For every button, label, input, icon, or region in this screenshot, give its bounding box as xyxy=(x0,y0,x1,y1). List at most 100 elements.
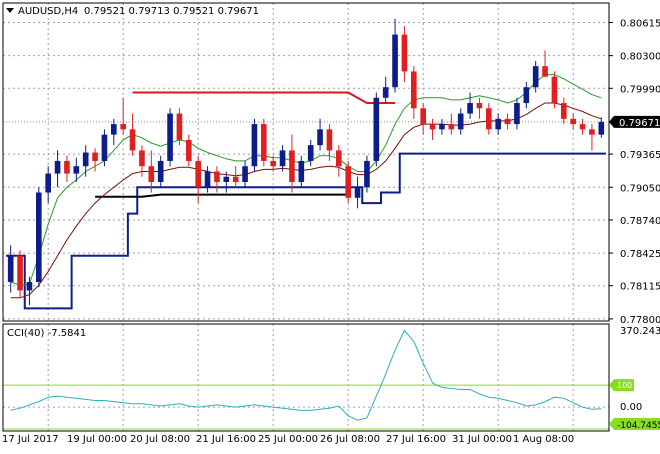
price-tick-label: 0.80615 xyxy=(620,18,660,29)
candle-body xyxy=(36,192,42,283)
candle-body xyxy=(298,160,305,183)
candle xyxy=(457,108,464,135)
candle-body xyxy=(382,87,389,98)
candle xyxy=(214,166,220,193)
candle xyxy=(373,92,380,167)
candle xyxy=(157,155,164,188)
time-label: 26 Jul 08:00 xyxy=(320,434,380,445)
candle-body xyxy=(242,166,248,183)
resistance-line xyxy=(132,91,396,104)
candle xyxy=(345,160,351,204)
price-axis[interactable]: 0.80615 0.80300 0.79990 0.79365 0.79050 0.787… xyxy=(609,18,660,326)
candle xyxy=(439,118,445,135)
candle-body xyxy=(354,187,361,198)
price-tick-label: 0.78425 xyxy=(620,249,660,260)
candle-body xyxy=(439,124,445,130)
fast-ma-line xyxy=(10,74,602,286)
candle-body xyxy=(570,118,576,125)
candle-body xyxy=(54,160,61,174)
candle xyxy=(36,187,42,288)
candle-body xyxy=(261,124,267,161)
candle-body xyxy=(120,124,126,130)
candle xyxy=(382,76,389,104)
candle-body xyxy=(411,71,417,109)
candle xyxy=(486,103,492,135)
candle-body xyxy=(232,176,239,183)
candle-body xyxy=(45,173,51,193)
candle xyxy=(598,117,605,138)
candle-body xyxy=(64,160,70,174)
cci-level-100-label: 100 xyxy=(617,381,632,390)
candle-body xyxy=(157,160,164,183)
candle-body xyxy=(373,97,380,161)
candle xyxy=(542,50,548,77)
candle xyxy=(186,134,192,167)
candle-body xyxy=(26,282,33,291)
price-tick-label: 0.77800 xyxy=(620,315,660,326)
candle xyxy=(101,129,108,167)
candle xyxy=(298,155,305,188)
candle xyxy=(307,139,314,167)
candle-body xyxy=(223,176,230,183)
cci-line xyxy=(10,329,602,421)
candle xyxy=(232,166,239,188)
candle-body xyxy=(111,124,117,135)
candle-body xyxy=(176,113,183,140)
cci-panel-border xyxy=(2,323,610,432)
moving-averages xyxy=(10,74,602,299)
candle xyxy=(54,150,61,188)
candle-body xyxy=(186,139,192,161)
candle-body xyxy=(476,103,483,109)
price-panel-border xyxy=(2,2,610,322)
candle-body xyxy=(589,129,595,135)
candle xyxy=(26,276,33,306)
candle xyxy=(176,108,183,146)
candle xyxy=(139,145,145,177)
cci-label: CCI(40) -7.5841 xyxy=(7,328,86,339)
candle-body xyxy=(92,152,98,161)
candle xyxy=(561,97,567,125)
candle-body xyxy=(504,118,511,125)
candle xyxy=(420,103,426,135)
cci-tick-zero: 0.00 xyxy=(620,402,642,413)
candle-body xyxy=(270,160,276,167)
candle xyxy=(401,26,408,82)
candle xyxy=(570,113,576,130)
candle xyxy=(476,97,483,119)
current-price-label: 0.79671 xyxy=(619,118,660,129)
candle-body xyxy=(251,124,258,167)
candle-body xyxy=(364,160,370,188)
current-price-tag: 0.79671 xyxy=(609,115,660,129)
cci-level-100-tag xyxy=(609,379,634,392)
candle-body xyxy=(129,129,136,151)
horizontal-levels xyxy=(6,91,606,310)
price-tick-label: 0.79365 xyxy=(620,150,660,161)
candle xyxy=(429,118,436,140)
candle xyxy=(504,113,511,130)
cci-indicator xyxy=(3,329,609,430)
candle xyxy=(223,171,230,193)
candle xyxy=(336,145,342,177)
candle xyxy=(579,118,586,135)
time-label: 20 Jul 08:00 xyxy=(130,434,190,445)
candle-body xyxy=(307,145,314,161)
candle xyxy=(317,118,323,151)
candle-body xyxy=(457,113,464,130)
time-axis[interactable]: 17 Jul 2017 19 Jul 00:00 20 Jul 08:00 21… xyxy=(2,434,574,445)
candle-body xyxy=(214,171,220,183)
candle xyxy=(448,113,455,135)
collapse-triangle-icon[interactable] xyxy=(6,8,14,13)
candle xyxy=(251,118,258,172)
candle-body xyxy=(345,166,351,198)
candle xyxy=(92,148,98,172)
candle xyxy=(364,155,370,193)
candle xyxy=(120,97,126,135)
slow-ma-line xyxy=(10,102,602,299)
candle xyxy=(354,176,361,209)
time-label: 21 Jul 16:00 xyxy=(196,434,256,445)
candle xyxy=(73,157,80,183)
candle xyxy=(589,124,595,151)
candle-body xyxy=(561,103,567,119)
candle xyxy=(129,113,136,156)
